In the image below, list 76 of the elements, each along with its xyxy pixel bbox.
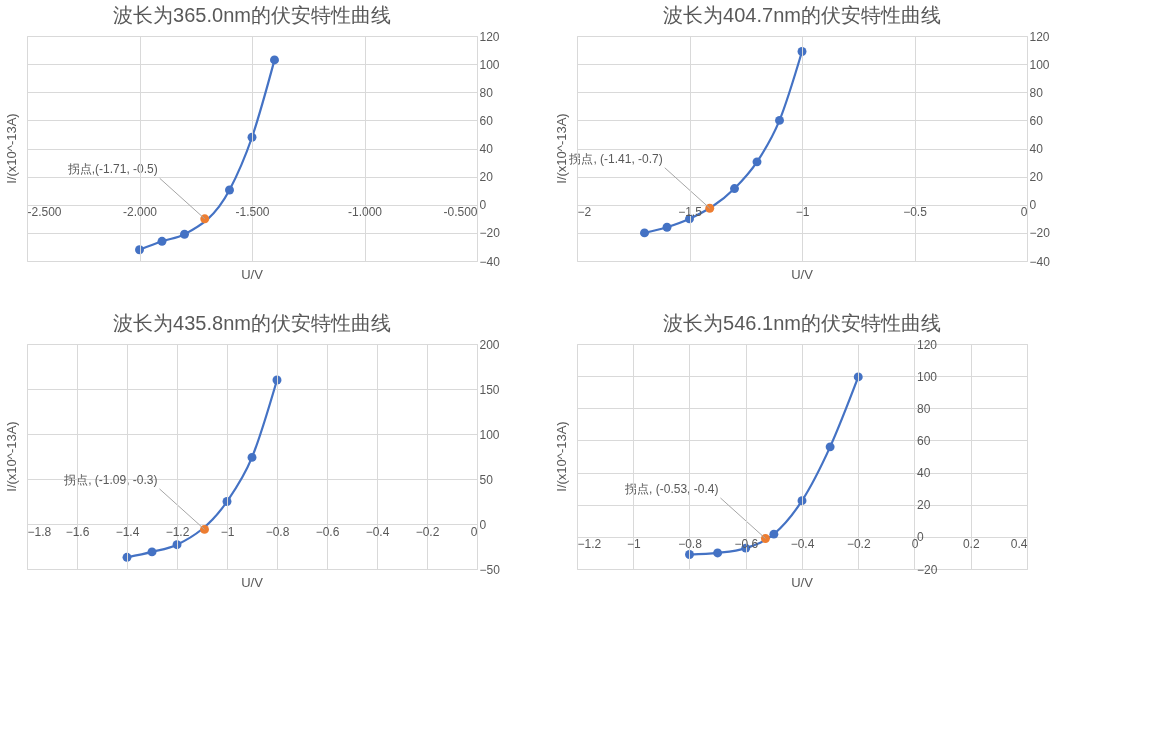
y-tick-label: 120	[1029, 29, 1050, 44]
x-tick-label: 0.2	[962, 537, 980, 552]
y-axis-title: I/(x10^-13A)	[554, 113, 569, 184]
y-tick-label: −20	[479, 226, 501, 241]
x-tick-label: −0.2	[846, 537, 871, 552]
y-tick-label: 100	[917, 369, 938, 384]
point	[752, 157, 762, 167]
x-tick-label: −0.6	[315, 524, 340, 539]
x-tick-label: -0.500	[443, 205, 478, 220]
y-tick-label: 60	[917, 433, 931, 448]
y-tick-label: 120	[917, 337, 938, 352]
point	[200, 524, 209, 534]
y-tick-label: −40	[479, 254, 501, 269]
y-axis-title: I/(x10^-13A)	[4, 113, 19, 184]
y-tick-label: −50	[479, 562, 501, 577]
x-tick-label: −1.2	[165, 524, 190, 539]
y-tick-label: 100	[479, 427, 500, 442]
x-tick-label: −1	[795, 205, 810, 220]
y-axis-title: I/(x10^-13A)	[4, 421, 19, 492]
y-tick-label: 40	[1029, 142, 1044, 156]
x-tick-label: −1.8	[27, 524, 52, 539]
y-tick-label: −40	[1029, 254, 1051, 269]
x-tick-label: −0.8	[265, 524, 290, 539]
x-tick-label: −1.6	[65, 524, 90, 539]
chart-title: 波长为365.0nm的伏安特性曲线	[113, 4, 391, 26]
x-tick-label: −1.2	[577, 537, 602, 552]
y-tick-label: 100	[479, 57, 500, 72]
y-tick-label: 200	[479, 337, 500, 352]
y-tick-label: 50	[479, 472, 494, 487]
point	[730, 184, 739, 194]
point	[247, 452, 257, 462]
y-tick-label: 80	[479, 85, 494, 100]
y-tick-label: 60	[1029, 113, 1044, 128]
x-tick-label: −1.4	[115, 524, 140, 539]
point	[147, 547, 157, 557]
point	[775, 115, 784, 125]
annotation: 拐点, (-0.53, -0.4)	[624, 481, 719, 496]
y-tick-label: 80	[917, 401, 931, 416]
y-tick-label: 20	[917, 498, 931, 513]
x-tick-label: -1.000	[347, 205, 383, 220]
x-tick-label: −0.4	[790, 537, 815, 552]
y-tick-label: 80	[1029, 85, 1044, 100]
y-tick-label: 120	[479, 29, 500, 44]
x-tick-label: -1.500	[235, 205, 270, 220]
x-tick-label: -2.500	[27, 205, 62, 220]
y-axis-title: I/(x10^-13A)	[554, 421, 569, 492]
point	[640, 228, 649, 238]
annotation: 拐点, (-1.41, -0.7)	[568, 151, 663, 166]
x-tick-label: −1	[220, 524, 235, 539]
x-tick-label: −0.4	[365, 524, 390, 539]
point	[662, 222, 672, 232]
y-tick-label: 40	[917, 466, 931, 481]
y-tick-label: 40	[479, 142, 494, 156]
annotation: 拐点,(-1.71, -0.5)	[66, 162, 158, 177]
x-tick-label: −0.5	[903, 205, 928, 220]
x-tick-label: −1	[626, 537, 641, 552]
y-tick-label: −20	[1029, 226, 1051, 241]
x-axis-title: U/V	[791, 267, 814, 282]
chart-title: 波长为546.1nm的伏安特性曲线	[663, 312, 941, 334]
y-tick-label: −20	[917, 562, 938, 577]
y-tick-label: 20	[1029, 170, 1044, 185]
y-tick-label: 60	[479, 113, 494, 128]
x-tick-label: -2.000	[122, 205, 158, 220]
x-axis-title: U/V	[791, 575, 814, 590]
x-tick-label: −0.2	[415, 524, 440, 539]
x-axis-title: U/V	[241, 267, 264, 282]
chart-title: 波长为435.8nm的伏安特性曲线	[113, 312, 391, 334]
x-axis-title: U/V	[241, 575, 264, 590]
chart-title: 波长为404.7nm的伏安特性曲线	[663, 4, 941, 26]
x-tick-label: −2	[577, 205, 592, 220]
x-tick-label: −1.5	[678, 205, 703, 220]
y-tick-label: 20	[479, 170, 494, 185]
x-tick-label: −0.8	[678, 537, 703, 552]
x-tick-label: 0.4	[1010, 537, 1028, 552]
y-tick-label: 100	[1029, 57, 1050, 72]
y-tick-label: 150	[479, 382, 500, 397]
